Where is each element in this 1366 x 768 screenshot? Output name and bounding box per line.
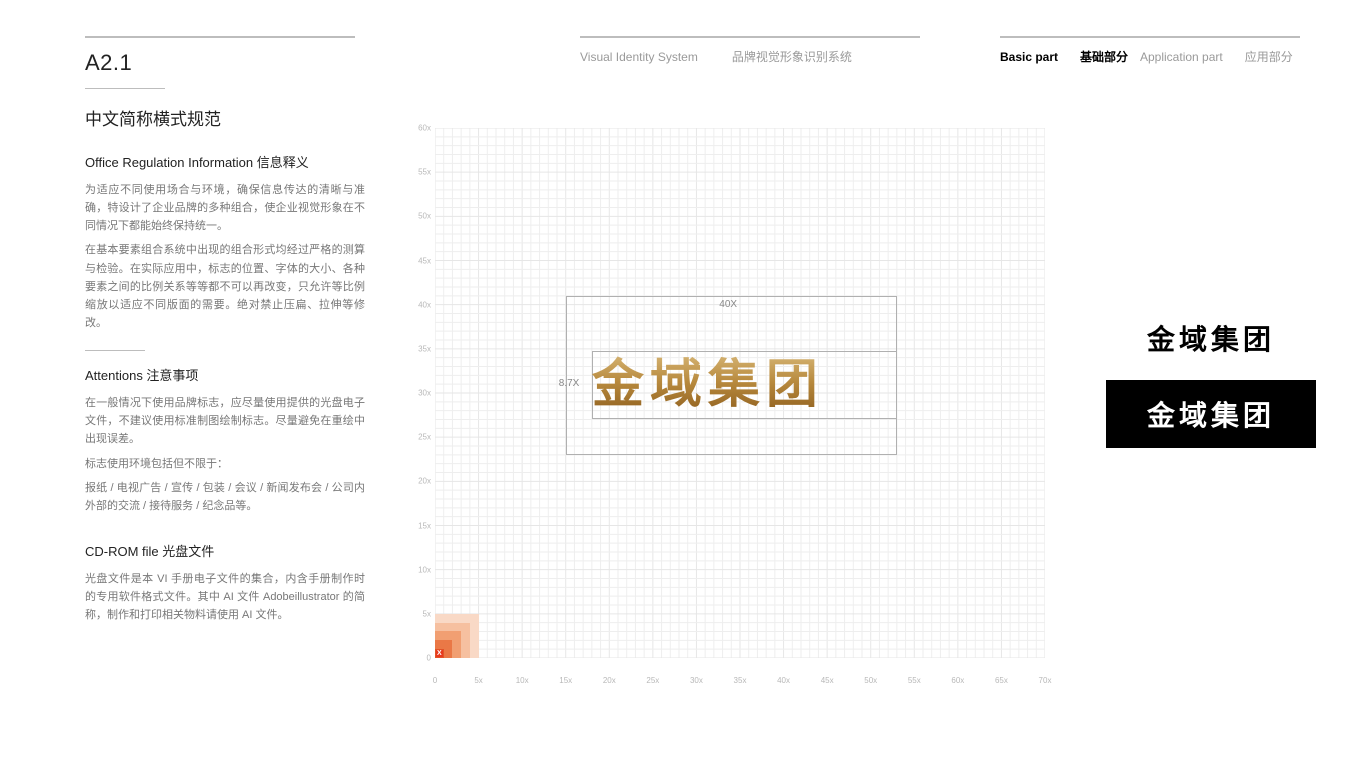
- unit-square-legend: X: [435, 614, 479, 658]
- dimension-width-label: 40X: [719, 299, 737, 310]
- dimension-height-label: 8.7X: [559, 378, 580, 389]
- nav-app-cn: 应用部分: [1245, 48, 1293, 65]
- nav-vis-en: Visual Identity System: [580, 50, 698, 64]
- y-tick-label: 5x: [409, 609, 431, 618]
- y-tick-label: 45x: [409, 256, 431, 265]
- x-tick-label: 25x: [646, 676, 659, 706]
- nav-application-part: Application part 应用部分: [1140, 48, 1293, 65]
- section3-head: CD-ROM file 光盘文件: [85, 541, 365, 560]
- page-code: A2.1: [85, 50, 365, 76]
- divider: [85, 350, 145, 351]
- nav-basic-cn: 基础部分: [1080, 48, 1128, 65]
- divider: [85, 88, 165, 89]
- logotype-gold: 金域集团: [592, 351, 824, 419]
- section2-p2: 标志使用环境包括但不限于：: [85, 455, 365, 473]
- section1-p2: 在基本要素组合系统中出现的组合形式均经过严格的测算与检验。在实际应用中，标志的位…: [85, 241, 365, 332]
- section2-p3: 报纸 / 电视广告 / 宣传 / 包装 / 会议 / 新闻发布会 / 公司内外部…: [85, 479, 365, 515]
- section2-head: Attentions 注意事项: [85, 365, 365, 384]
- y-tick-label: 0: [409, 654, 431, 663]
- logo-sample-black: 金域集团: [1106, 318, 1316, 358]
- x-tick-label: 20x: [603, 676, 616, 706]
- nav-basic-part: Basic part 基础部分: [1000, 48, 1128, 65]
- rule-top-center: [580, 36, 920, 38]
- section2-p1: 在一般情况下使用品牌标志，应尽量使用提供的光盘电子文件，不建议使用标准制图绘制标…: [85, 394, 365, 448]
- y-tick-label: 40x: [409, 300, 431, 309]
- section1-p1: 为适应不同使用场合与环境，确保信息传达的清晰与准确，特设计了企业品牌的多种组合，…: [85, 181, 365, 235]
- x-tick-label: 0: [433, 676, 437, 706]
- x-tick-label: 10x: [516, 676, 529, 706]
- x-tick-label: 60x: [951, 676, 964, 706]
- y-tick-label: 10x: [409, 565, 431, 574]
- x-tick-label: 65x: [995, 676, 1008, 706]
- logo-sample-inverse: 金域集团: [1106, 380, 1316, 448]
- y-tick-label: 30x: [409, 389, 431, 398]
- x-tick-label: 35x: [734, 676, 747, 706]
- rule-top-right: [1000, 36, 1300, 38]
- page-title: 中文简称横式规范: [85, 105, 365, 130]
- x-tick-label: 40x: [777, 676, 790, 706]
- x-tick-label: 5x: [474, 676, 482, 706]
- section1-head: Office Regulation Information 信息释义: [85, 152, 365, 171]
- section3-p1: 光盘文件是本 VI 手册电子文件的集合，内含手册制作时的专用软件格式文件。其中 …: [85, 570, 365, 624]
- y-tick-label: 15x: [409, 521, 431, 530]
- y-tick-label: 25x: [409, 433, 431, 442]
- x-tick-label: 55x: [908, 676, 921, 706]
- nav-visual-identity: Visual Identity System 品牌视觉形象识别系统: [580, 48, 852, 65]
- x-tick-label: 70x: [1039, 676, 1052, 706]
- spec-grid-chart: 05x10x15x20x25x30x35x40x45x50x55x60x05x1…: [405, 128, 1045, 688]
- x-tick-label: 15x: [559, 676, 572, 706]
- page: Visual Identity System 品牌视觉形象识别系统 Basic …: [0, 0, 1366, 768]
- logo-samples: 金域集团 金域集团: [1106, 318, 1316, 448]
- unit-x-marker: X: [436, 650, 443, 657]
- y-tick-label: 55x: [409, 168, 431, 177]
- y-tick-label: 20x: [409, 477, 431, 486]
- y-tick-label: 35x: [409, 344, 431, 353]
- rule-top-left: [85, 36, 355, 38]
- nav-app-en: Application part: [1140, 50, 1223, 64]
- y-tick-label: 50x: [409, 212, 431, 221]
- x-tick-label: 50x: [864, 676, 877, 706]
- y-tick-label: 60x: [409, 124, 431, 133]
- x-tick-label: 45x: [821, 676, 834, 706]
- left-column: A2.1 中文简称横式规范 Office Regulation Informat…: [85, 50, 365, 630]
- nav-vis-cn: 品牌视觉形象识别系统: [732, 48, 852, 65]
- nav-basic-en: Basic part: [1000, 50, 1058, 64]
- x-tick-label: 30x: [690, 676, 703, 706]
